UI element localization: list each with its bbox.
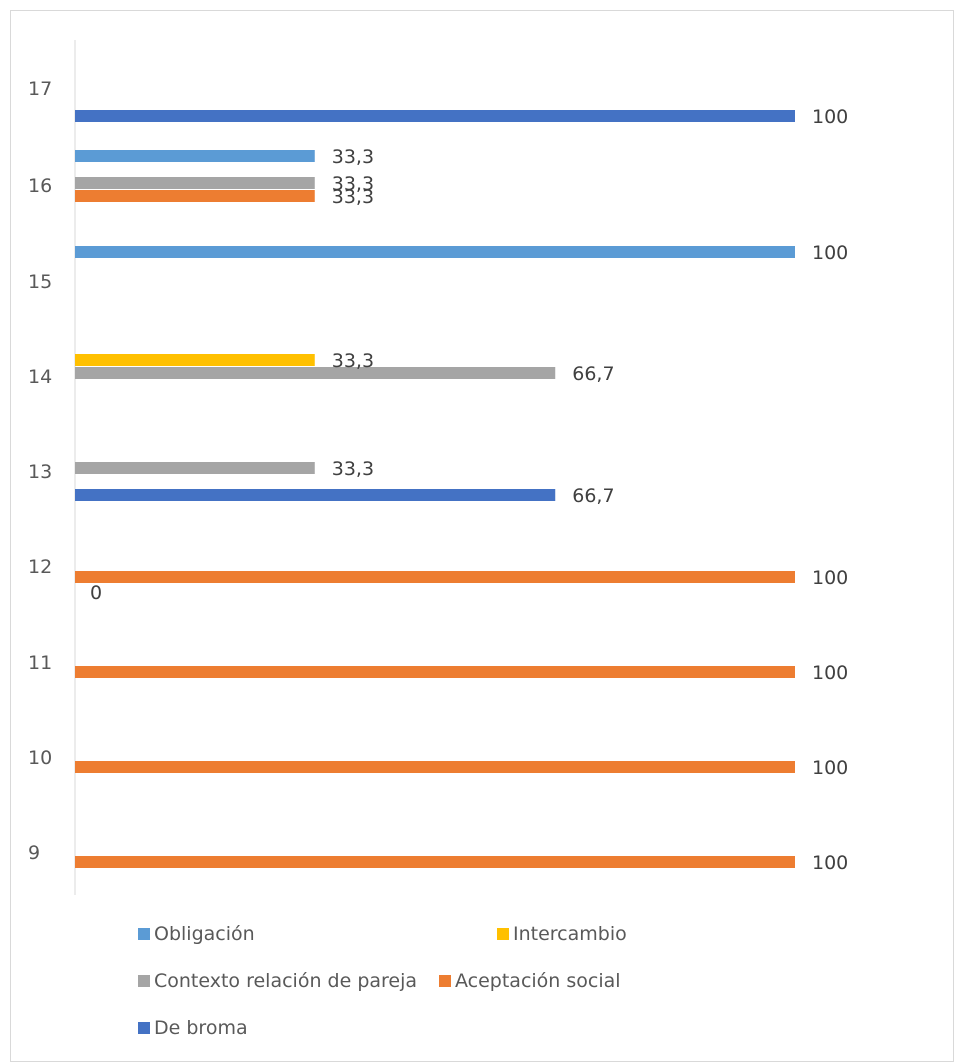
y-tick-label: 15 bbox=[28, 271, 52, 293]
bar bbox=[75, 367, 556, 379]
data-label: 0 bbox=[90, 582, 102, 604]
bar bbox=[75, 761, 795, 773]
data-label: 33,3 bbox=[332, 458, 374, 480]
y-tick-label: 9 bbox=[28, 842, 40, 864]
bar bbox=[75, 666, 795, 678]
bar bbox=[75, 462, 315, 474]
bar bbox=[75, 856, 795, 868]
data-label: 100 bbox=[812, 662, 848, 684]
data-label: 33,3 bbox=[332, 173, 374, 195]
bar bbox=[75, 110, 795, 122]
data-label: 100 bbox=[812, 852, 848, 874]
data-label: 100 bbox=[812, 106, 848, 128]
data-label: 33,3 bbox=[332, 146, 374, 168]
bar bbox=[75, 150, 315, 162]
bar bbox=[75, 354, 315, 366]
y-tick-label: 16 bbox=[28, 175, 52, 197]
y-tick-label: 11 bbox=[28, 652, 52, 674]
y-tick-label: 12 bbox=[28, 556, 52, 578]
bar bbox=[75, 177, 315, 189]
data-label: 33,3 bbox=[332, 350, 374, 372]
data-label: 66,7 bbox=[572, 485, 614, 507]
y-tick-label: 10 bbox=[28, 747, 52, 769]
data-label: 33,3 bbox=[332, 186, 374, 208]
y-tick-label: 17 bbox=[28, 78, 52, 100]
data-label: 100 bbox=[812, 242, 848, 264]
y-tick-label: 14 bbox=[28, 366, 52, 388]
bar bbox=[75, 571, 795, 583]
data-label: 100 bbox=[812, 567, 848, 589]
y-tick-label: 13 bbox=[28, 461, 52, 483]
bar bbox=[75, 489, 556, 501]
data-label: 66,7 bbox=[572, 363, 614, 385]
bar bbox=[75, 246, 795, 258]
bar bbox=[75, 190, 315, 202]
data-label: 100 bbox=[812, 757, 848, 779]
